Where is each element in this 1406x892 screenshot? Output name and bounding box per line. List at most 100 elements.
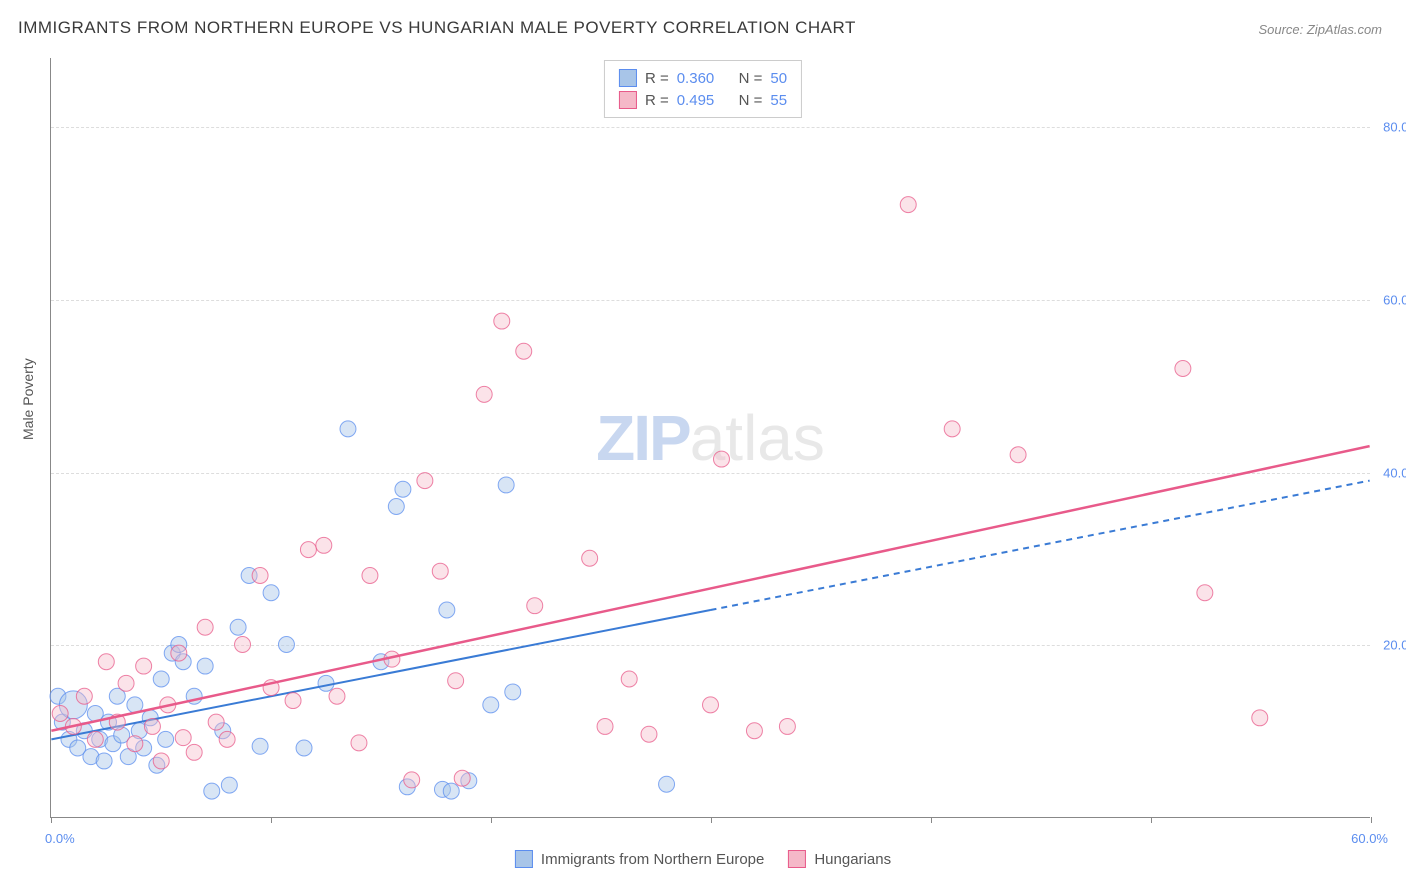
scatter-point [1175,361,1191,377]
scatter-point [404,772,420,788]
scatter-point [395,481,411,497]
scatter-point [300,542,316,558]
scatter-point [746,723,762,739]
legend-n-value: 50 [770,70,787,87]
legend-series-item: Immigrants from Northern Europe [515,850,764,868]
x-tick [51,817,52,823]
scatter-point [439,602,455,618]
y-tick-label: 60.0% [1375,292,1406,307]
scatter-point [118,675,134,691]
legend-r-value: 0.360 [677,70,715,87]
x-origin-label: 0.0% [45,831,75,846]
x-tick [1371,817,1372,823]
scatter-point [944,421,960,437]
x-tick [931,817,932,823]
legend-series: Immigrants from Northern Europe Hungarian… [515,850,891,868]
scatter-point [1010,447,1026,463]
scatter-point [1252,710,1268,726]
scatter-point [235,637,251,653]
scatter-point [52,706,68,722]
scatter-point [76,688,92,704]
x-tick [1151,817,1152,823]
chart-container: IMMIGRANTS FROM NORTHERN EUROPE VS HUNGA… [0,0,1406,892]
y-tick-label: 40.0% [1375,465,1406,480]
plot-area: ZIPatlas 20.0%40.0%60.0%80.0% [50,58,1370,818]
scatter-point [252,738,268,754]
scatter-point [483,697,499,713]
legend-n-value: 55 [770,92,787,109]
scatter-point [316,537,332,553]
scatter-point [388,499,404,515]
scatter-point [175,730,191,746]
scatter-point [351,735,367,751]
legend-correlation-row: R = 0.360 N = 50 [619,67,787,89]
scatter-point [153,671,169,687]
scatter-point [171,645,187,661]
scatter-point [87,731,103,747]
scatter-point [582,550,598,566]
trend-line-dashed [711,481,1370,610]
source-attribution: Source: ZipAtlas.com [1258,22,1382,37]
legend-swatch [619,91,637,109]
legend-swatch [515,850,533,868]
scatter-point [221,777,237,793]
scatter-point [659,776,675,792]
scatter-point [136,658,152,674]
scatter-point [197,619,213,635]
scatter-point [98,654,114,670]
scatter-point [153,753,169,769]
scatter-point [516,343,532,359]
scatter-point [362,568,378,584]
scatter-point [318,675,334,691]
scatter-point [329,688,345,704]
x-tick [491,817,492,823]
legend-r-label: R = [645,92,669,109]
scatter-point [597,718,613,734]
legend-swatch [788,850,806,868]
scatter-point [219,731,235,747]
scatter-point [263,585,279,601]
scatter-point [204,783,220,799]
scatter-point [252,568,268,584]
legend-r-label: R = [645,70,669,87]
scatter-point [900,197,916,213]
scatter-point [278,637,294,653]
y-axis-label: Male Poverty [20,358,36,440]
scatter-point [527,598,543,614]
scatter-point [296,740,312,756]
legend-correlation-row: R =0.495 N =55 [619,89,787,111]
scatter-point [96,753,112,769]
scatter-point [186,744,202,760]
scatter-point [454,770,470,786]
plot-svg [51,58,1370,817]
y-tick-label: 80.0% [1375,120,1406,135]
trend-line [51,446,1369,731]
chart-title: IMMIGRANTS FROM NORTHERN EUROPE VS HUNGA… [18,18,856,38]
x-tick [271,817,272,823]
scatter-point [1197,585,1213,601]
legend-series-name: Hungarians [814,851,891,868]
y-tick-label: 20.0% [1375,638,1406,653]
scatter-point [713,451,729,467]
scatter-point [340,421,356,437]
scatter-point [158,731,174,747]
scatter-point [230,619,246,635]
legend-n-label: N = [739,92,763,109]
scatter-point [208,714,224,730]
scatter-point [448,673,464,689]
scatter-point [494,313,510,329]
scatter-point [197,658,213,674]
scatter-point [443,783,459,799]
scatter-point [498,477,514,493]
scatter-point [144,718,160,734]
x-end-label: 60.0% [1351,831,1388,846]
scatter-point [779,718,795,734]
legend-series-item: Hungarians [788,850,891,868]
legend-n-label: N = [739,70,763,87]
scatter-point [285,693,301,709]
scatter-point [621,671,637,687]
scatter-point [127,736,143,752]
scatter-point [505,684,521,700]
legend-series-name: Immigrants from Northern Europe [541,851,764,868]
legend-swatch [619,69,637,87]
